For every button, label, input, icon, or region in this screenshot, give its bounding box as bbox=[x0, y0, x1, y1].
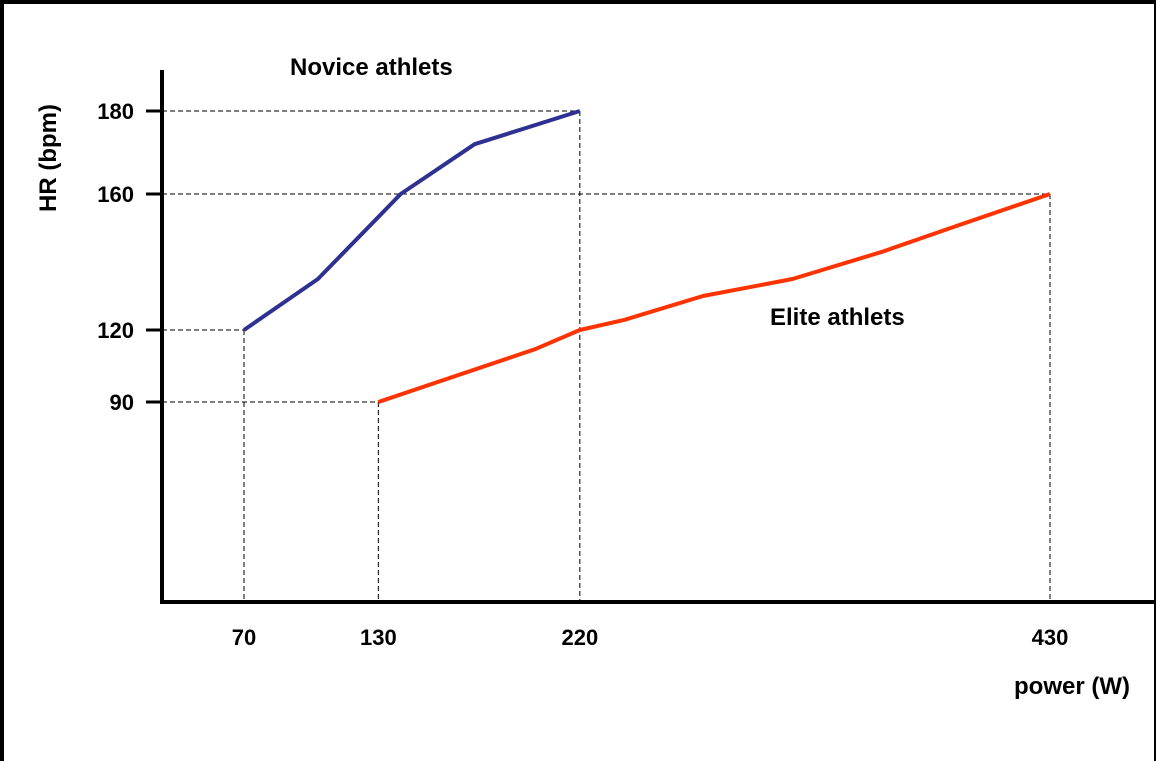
y-tick-label: 90 bbox=[110, 390, 134, 415]
y-tick-labels: 90 120 160 180 bbox=[97, 99, 162, 415]
dashed-guide-lines bbox=[162, 110, 1051, 602]
x-axis-label: power (W) bbox=[1014, 673, 1130, 700]
x-tick-label: 70 bbox=[232, 625, 256, 650]
x-tick-label: 430 bbox=[1032, 625, 1069, 650]
y-tick-label: 120 bbox=[97, 318, 134, 343]
series-lines bbox=[242, 109, 1051, 404]
y-tick-label: 160 bbox=[97, 182, 134, 207]
series-label-novice: Novice athlets bbox=[290, 54, 453, 81]
y-axis-label: HR (bpm) bbox=[35, 104, 62, 212]
x-tick-label: 220 bbox=[561, 625, 598, 650]
y-tick-label: 180 bbox=[97, 99, 134, 124]
series-label-elite: Elite athlets bbox=[770, 304, 905, 331]
axes bbox=[160, 70, 1154, 604]
x-tick-labels: 70 130 220 430 bbox=[232, 625, 1069, 650]
series-line-novice bbox=[242, 109, 581, 332]
x-tick-label: 130 bbox=[360, 625, 397, 650]
series-line-elite bbox=[377, 192, 1051, 404]
